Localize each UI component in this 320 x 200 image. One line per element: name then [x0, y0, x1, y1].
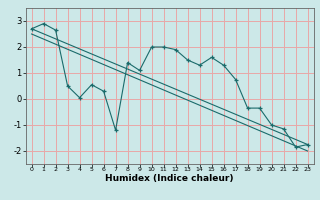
X-axis label: Humidex (Indice chaleur): Humidex (Indice chaleur) [105, 174, 234, 183]
